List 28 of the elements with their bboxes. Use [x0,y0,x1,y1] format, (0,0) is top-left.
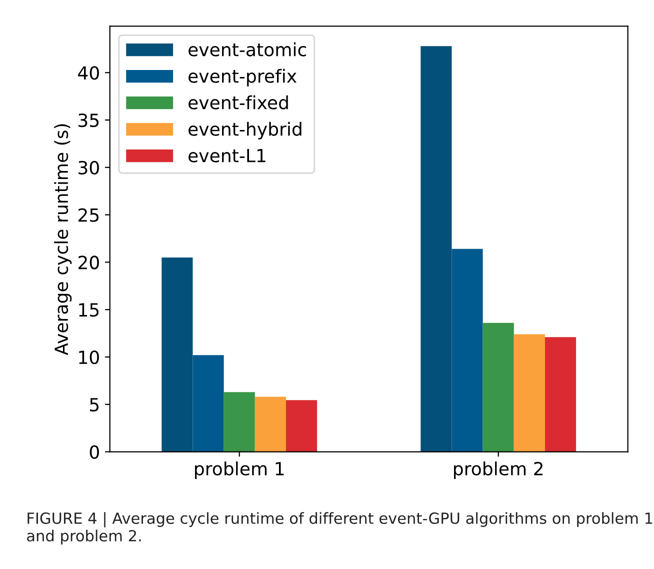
y-tick-label: 35 [78,113,99,128]
caption: FIGURE 4 | Average cycle runtime of different event-GPU algorithms on problem 1 and problem 2. [27,512,652,544]
legend-label: event-L1 [188,148,266,162]
y-tick-label: 5 [90,398,99,412]
y-tick-label: 15 [79,303,99,317]
y-tick-label: 10 [79,350,99,364]
bar [162,257,193,452]
bar [482,322,514,452]
y-tick-label: 25 [78,208,99,222]
bar [286,400,318,452]
bar [544,337,576,452]
bar [420,46,452,452]
legend-label: event-prefix [188,68,297,86]
legend-label: event-atomic [188,42,306,56]
bar [224,392,255,452]
bar [192,355,224,452]
x-tick-label: problem 1 [195,462,284,479]
y-tick-label: 40 [78,66,99,80]
legend-label: event-hybrid [188,122,302,140]
x-tick-label: problem 2 [454,462,542,479]
y-tick-label: 30 [78,160,99,175]
bar [452,248,483,452]
bar [514,334,545,452]
bar [254,396,286,452]
legend-label: event-fixed [188,95,288,110]
y-tick-label: 0 [90,445,99,459]
y-tick-label: 20 [78,256,99,270]
y-axis-title: Average cycle runtime (s) [54,124,72,356]
